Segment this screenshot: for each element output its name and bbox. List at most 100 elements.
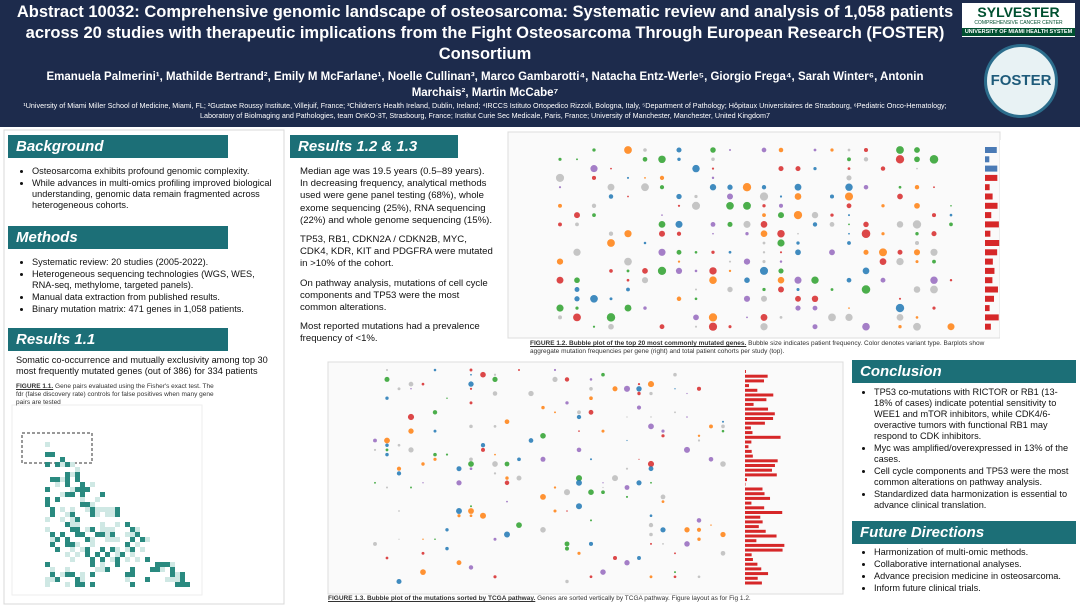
figure-mark	[661, 214, 663, 216]
figure-mark	[130, 547, 135, 552]
figure-mark	[880, 166, 886, 171]
figure-mark	[100, 532, 105, 537]
future-list: Harmonization of multi-omic methods.Coll…	[858, 547, 1074, 595]
figure-mark	[985, 286, 998, 293]
figure-mark	[75, 517, 80, 522]
figure-mark	[760, 313, 768, 321]
figure-mark	[658, 155, 666, 164]
figure-mark	[385, 396, 389, 400]
figure-mark	[674, 552, 676, 555]
figure-mark	[777, 212, 785, 219]
figure-mark	[760, 323, 768, 331]
figure-mark	[710, 147, 716, 153]
figure-mark	[847, 241, 851, 245]
figure-mark	[811, 276, 819, 284]
conclusion-list: TP53 co-mutations with RICTOR or RB1 (13…	[858, 387, 1074, 512]
header	[0, 0, 1080, 127]
figure-mark	[492, 376, 498, 383]
section-heading: Conclusion	[852, 360, 1076, 383]
figure-mark	[762, 241, 766, 245]
figure-mark	[626, 278, 630, 282]
figure-mark	[949, 278, 953, 282]
figure-mark	[145, 537, 150, 542]
figure-mark	[863, 184, 869, 190]
figure-mark	[125, 547, 130, 552]
figure-mark	[745, 435, 781, 439]
figure-mark	[480, 443, 486, 448]
caption-text: Genes are sorted vertically by TCGA path…	[537, 595, 751, 602]
figure-mark	[75, 487, 80, 492]
title: Abstract 10032: Comprehensive genomic la…	[16, 3, 954, 63]
figure-mark	[778, 147, 784, 153]
figure-mark	[650, 416, 652, 418]
figure-mark	[813, 148, 817, 152]
figure-mark	[813, 166, 817, 171]
figure-mark	[80, 577, 85, 582]
figure-mark	[697, 439, 701, 442]
figure-mark	[612, 386, 618, 392]
figure-mark	[830, 213, 834, 217]
figure-mark	[468, 565, 474, 570]
figure-mark	[421, 551, 425, 555]
results-text: Somatic co-occurrence and mutually exclu…	[16, 355, 268, 376]
figure-mark	[145, 557, 150, 562]
figure-mark	[762, 213, 766, 217]
figure-mark	[504, 480, 510, 486]
figure-mark	[648, 466, 654, 472]
figure-mark	[778, 268, 784, 274]
figure-mark	[115, 562, 120, 567]
figure-mark	[693, 314, 699, 321]
figure-mark	[881, 232, 885, 236]
figure-mark	[930, 276, 938, 284]
paragraph: TP53, RB1, CDKN2A / CDKN2B, MYC, CDK4, K…	[300, 234, 493, 270]
figure-mark	[745, 445, 749, 449]
figure-mark	[468, 461, 474, 467]
figure-mark	[745, 539, 757, 543]
figure-mark	[65, 492, 70, 497]
figure-mark	[120, 552, 125, 557]
methods-list: Systematic review: 20 studies (2005-2022…	[16, 257, 278, 316]
figure-mark	[930, 285, 938, 294]
figure-mark	[728, 269, 732, 273]
figure-mark	[410, 388, 412, 390]
figure-mark	[145, 577, 150, 582]
figure-mark	[45, 582, 50, 587]
figure-mark	[762, 251, 766, 254]
figure-mark	[397, 443, 401, 447]
figure-mark	[985, 240, 1000, 246]
figure-mark	[75, 527, 80, 532]
figure-mark	[373, 448, 377, 451]
figure-mark	[528, 390, 534, 397]
caption-text: Gene pairs evaluated using the Fisher's …	[16, 383, 214, 406]
figure-mark	[50, 572, 55, 577]
figure-mark	[469, 457, 473, 462]
figure-mark	[434, 538, 436, 540]
figure-mark	[384, 437, 390, 444]
figure-mark	[160, 562, 165, 567]
figure-mark	[862, 322, 870, 331]
figure-mark	[812, 305, 818, 311]
figure-mark	[692, 164, 700, 173]
figure-mark	[985, 295, 995, 302]
figure-mark	[493, 575, 497, 579]
figure-mark	[728, 250, 732, 254]
figure-mark	[761, 295, 767, 302]
figure-mark	[985, 156, 990, 163]
figure-mark	[745, 407, 769, 411]
bullet: Systematic review: 20 studies (2005-2022…	[32, 257, 278, 268]
foster-logo: FOSTER	[984, 44, 1058, 118]
figure-mark	[985, 202, 998, 209]
figure-mark	[916, 167, 918, 170]
figure-mark	[70, 507, 75, 512]
figure-mark	[648, 522, 654, 528]
figure-mark	[564, 546, 570, 551]
figure-mark	[659, 175, 665, 181]
figure-mark	[696, 386, 702, 391]
figure-mark	[100, 547, 105, 552]
figure-mark	[745, 464, 775, 467]
bullet: Binary mutation matrix: 471 genes in 1,0…	[32, 304, 278, 315]
figure-1-2	[507, 131, 1001, 339]
figure-mark	[677, 204, 681, 207]
figure-mark	[626, 416, 628, 418]
